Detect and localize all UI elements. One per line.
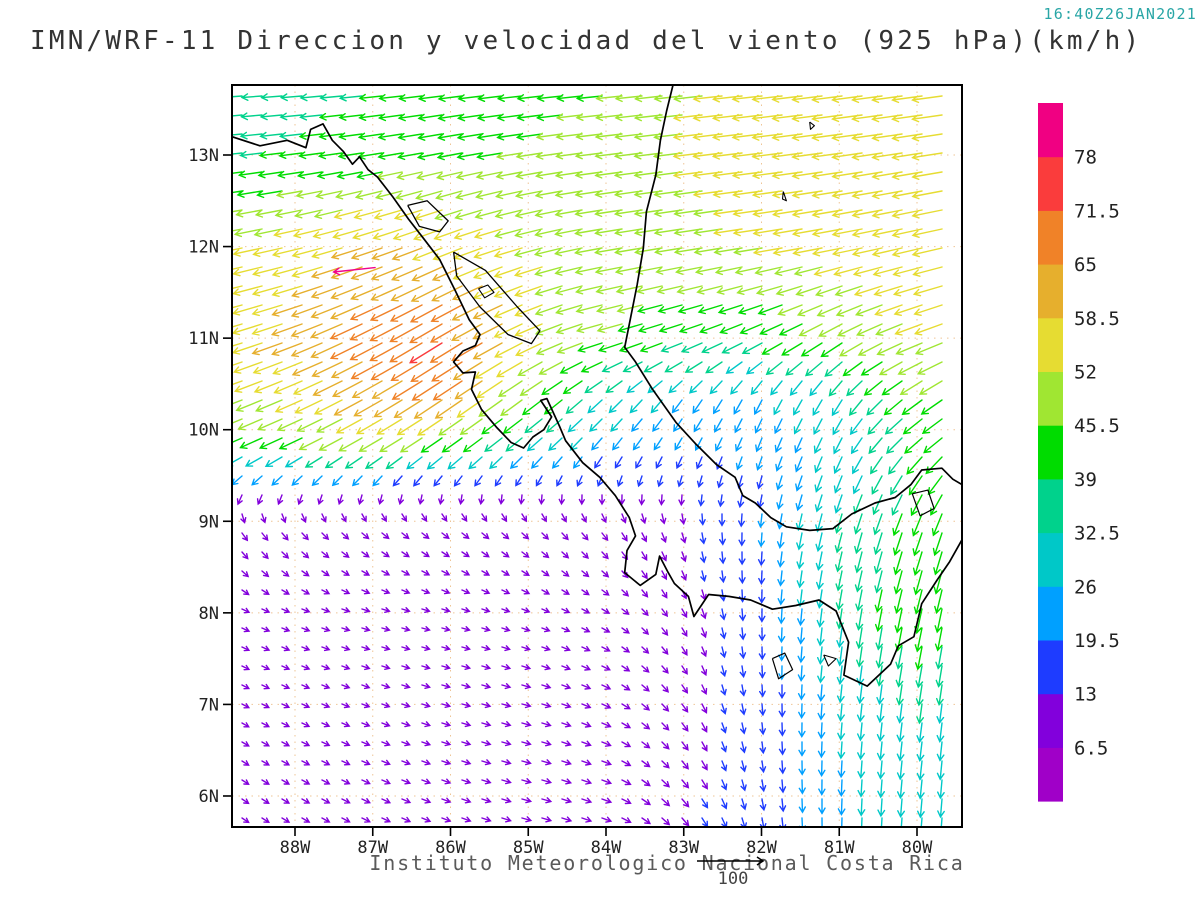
wind-arrows [329, 304, 483, 401]
wind-arrows [232, 361, 945, 827]
wind-arrows [251, 247, 503, 419]
gatun-lake [911, 489, 935, 517]
colorbar: 78 71.5 65 58.5 52 45.5 39 32.5 26 19.5 13 6.5 [1038, 103, 1120, 802]
lat-axis-label: 8N [199, 604, 219, 624]
wind-arrows [232, 94, 943, 453]
colorbar-label: 52 [1074, 362, 1097, 384]
colorbar-label: 71.5 [1074, 200, 1120, 222]
colorbar-segment [1038, 425, 1063, 480]
coastlines [232, 85, 962, 687]
lon-axis-label: 84W [591, 838, 622, 858]
lat-axis-label: 12N [188, 238, 219, 258]
colorbar-label: 65 [1074, 254, 1097, 276]
axes: 13N 12N 11N 10N 9N 8N 7N 6N 88W 87W 86W 85W 84W 83W 82… [188, 146, 933, 858]
lat-axis-label: 10N [188, 421, 219, 441]
wind-vector-field [232, 93, 945, 827]
colorbar-segment [1038, 693, 1063, 748]
san-andres-island [781, 191, 787, 202]
colorbar-label: 32.5 [1074, 523, 1120, 545]
lat-axis-label: 13N [188, 146, 219, 166]
colorbar-segment [1038, 103, 1063, 158]
lon-axis-label: 83W [668, 838, 699, 858]
caribbean-coast [623, 85, 962, 532]
reference-label: 100 [718, 869, 749, 889]
lon-axis-label: 87W [357, 838, 388, 858]
wind-arrows [232, 94, 943, 436]
colorbar-label: 39 [1074, 469, 1097, 491]
chart-title: IMN/WRF-11 Direccion y velocidad del vie… [30, 26, 1143, 56]
coiba-island [771, 652, 794, 680]
lake-nicaragua [452, 251, 541, 345]
lon-axis-label: 88W [280, 838, 311, 858]
max-wind-arrow [332, 266, 376, 276]
colorbar-segment [1038, 532, 1063, 587]
colorbar-segment [1038, 640, 1063, 695]
colorbar-segment [1038, 210, 1063, 265]
colorbar-label: 6.5 [1074, 737, 1108, 759]
pacific-mainland-coast [232, 123, 962, 687]
colorbar-segment [1038, 478, 1063, 534]
colorbar-segment [1038, 264, 1063, 319]
wind-arrows [232, 93, 943, 671]
colorbar-label: 13 [1074, 684, 1097, 706]
wind-arrows [232, 399, 846, 827]
reference-arrow [697, 856, 765, 866]
colorbar-label: 45.5 [1074, 415, 1120, 437]
colorbar-segment [1038, 747, 1063, 802]
wind-arrows [392, 456, 787, 827]
lon-axis-label: 81W [824, 838, 855, 858]
lon-axis-label: 82W [746, 838, 777, 858]
colorbar-segment [1038, 586, 1063, 641]
colorbar-segment [1038, 156, 1063, 211]
lon-axis-label: 80W [902, 838, 933, 858]
lat-axis-label: 7N [199, 695, 219, 715]
lat-axis-label: 9N [199, 512, 219, 532]
lat-axis-label: 6N [199, 787, 219, 807]
colorbar-label: 26 [1074, 576, 1097, 598]
reference-vector: 100 [697, 856, 765, 889]
credit-text: Instituto Meteorologico Nacional Costa R… [369, 851, 965, 875]
map-border [231, 84, 963, 828]
colorbar-label: 58.5 [1074, 308, 1120, 330]
colorbar-label: 19.5 [1074, 630, 1120, 652]
wind-arrows [409, 342, 443, 364]
wind-arrows [236, 494, 708, 827]
ometepe-island [478, 284, 495, 299]
model-run-timestamp: 16:40Z26JAN2021 [1043, 5, 1197, 23]
providencia-island [809, 121, 815, 130]
colorbar-segment [1038, 371, 1063, 426]
lon-axis-label: 85W [513, 838, 544, 858]
colorbar-label: 78 [1074, 147, 1097, 169]
graticule-gridlines [232, 85, 962, 827]
lat-axis-label: 11N [188, 329, 219, 349]
colorbar-segment [1038, 317, 1063, 372]
lake-managua [407, 200, 449, 233]
cebaco-island [823, 654, 837, 667]
lon-axis-label: 86W [435, 838, 466, 858]
